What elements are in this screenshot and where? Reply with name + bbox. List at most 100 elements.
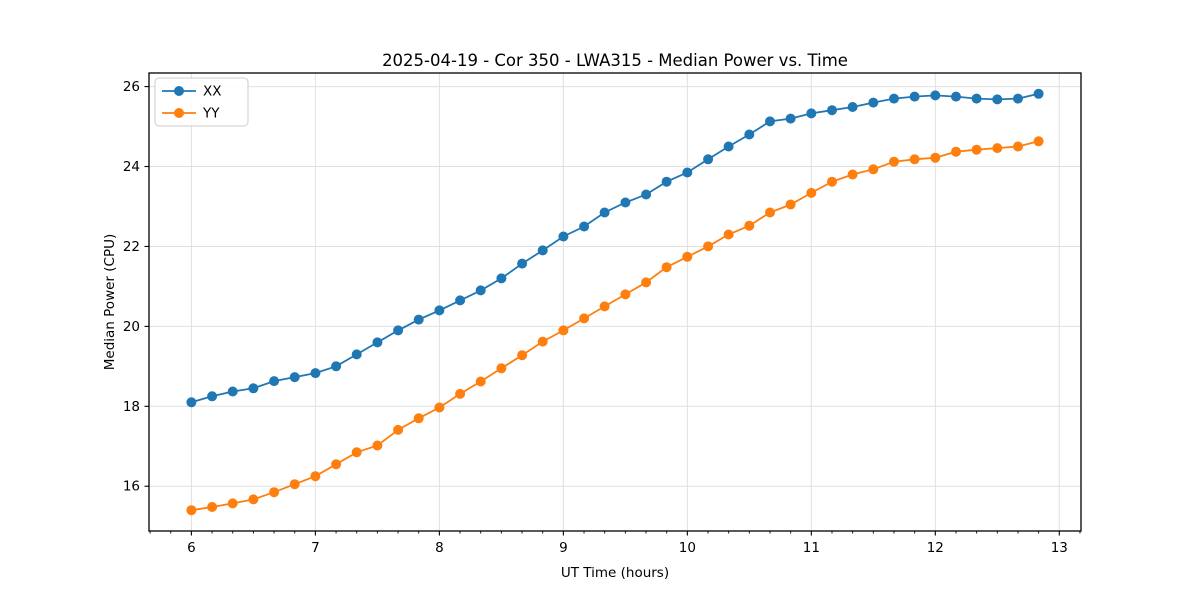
data-point-marker <box>413 413 424 424</box>
data-point-marker <box>372 440 383 451</box>
data-point-marker <box>413 314 424 325</box>
y-tick-label: 16 <box>123 479 140 495</box>
data-point-marker <box>434 305 445 316</box>
data-point-marker <box>765 116 775 127</box>
data-point-marker <box>455 295 466 306</box>
data-point-marker <box>186 505 197 516</box>
data-point-marker <box>1033 88 1044 99</box>
data-point-marker <box>951 146 961 157</box>
legend-entry-XX: XX <box>162 84 222 100</box>
data-point-marker <box>207 502 218 512</box>
data-point-marker <box>765 207 775 218</box>
data-point-marker <box>269 376 280 387</box>
data-point-marker <box>558 231 569 242</box>
data-point-marker <box>992 143 1003 154</box>
legend-marker <box>174 86 184 96</box>
data-point-marker <box>909 91 920 102</box>
data-point-marker <box>434 402 445 413</box>
y-tick-label: 24 <box>123 159 140 175</box>
data-point-marker <box>372 337 383 348</box>
axes-frame <box>148 72 1082 532</box>
data-point-marker <box>620 289 631 300</box>
data-point-marker <box>331 459 342 470</box>
data-point-marker <box>269 487 280 498</box>
data-point-marker <box>620 197 631 208</box>
series-line <box>191 92 1039 404</box>
data-point-marker <box>393 424 404 435</box>
data-point-marker <box>641 277 652 288</box>
data-point-marker <box>289 372 300 383</box>
data-point-marker <box>682 167 693 178</box>
legend-entry-YY: YY <box>162 106 220 122</box>
series-YY <box>186 136 1044 516</box>
data-point-marker <box>599 301 610 312</box>
data-point-marker <box>868 164 879 175</box>
data-point-marker <box>847 102 858 112</box>
data-point-marker <box>806 108 817 119</box>
data-point-marker <box>827 176 837 187</box>
data-point-marker <box>641 189 652 200</box>
data-point-marker <box>186 397 197 408</box>
y-tick-label: 20 <box>123 319 140 335</box>
data-point-marker <box>744 220 755 231</box>
data-point-marker <box>393 325 404 336</box>
data-point-marker <box>930 152 941 163</box>
series-line <box>191 140 1039 512</box>
data-point-marker <box>889 93 899 104</box>
data-point-marker <box>310 471 321 482</box>
data-point-marker <box>475 376 486 387</box>
legend: XX YY <box>154 77 249 127</box>
data-point-marker <box>661 262 672 273</box>
data-point-marker <box>971 144 982 155</box>
data-point-marker <box>248 494 259 505</box>
y-tick-label: 22 <box>123 239 140 255</box>
x-tick-label: 12 <box>927 540 944 556</box>
data-point-marker <box>248 383 259 394</box>
x-tick-label: 6 <box>187 540 196 556</box>
series-XX <box>186 88 1044 408</box>
data-point-marker <box>227 386 238 397</box>
data-point-marker <box>868 97 879 108</box>
data-point-marker <box>455 388 466 399</box>
data-point-marker <box>579 313 590 324</box>
data-point-marker <box>227 498 238 509</box>
data-point-marker <box>951 91 961 102</box>
data-point-marker <box>661 176 672 187</box>
grid-lines <box>149 73 1081 531</box>
data-point-marker <box>723 229 734 240</box>
data-point-marker <box>351 349 362 360</box>
data-point-marker <box>1033 136 1044 147</box>
data-point-marker <box>1013 141 1023 152</box>
data-point-marker <box>310 368 321 379</box>
data-point-marker <box>723 141 734 152</box>
x-tick-label: 7 <box>311 540 320 556</box>
data-point-marker <box>599 207 610 218</box>
data-point-marker <box>207 391 218 402</box>
data-point-marker <box>827 105 837 116</box>
chart-title: 2025-04-19 - Cor 350 - LWA315 - Median P… <box>382 51 848 70</box>
data-point-marker <box>744 129 755 140</box>
data-point-marker <box>971 93 982 104</box>
x-tick-label: 9 <box>559 540 568 556</box>
x-tick-label: 8 <box>435 540 444 556</box>
data-series <box>186 88 1044 516</box>
legend-marker <box>174 108 184 118</box>
data-point-marker <box>785 113 796 124</box>
data-point-marker <box>1013 93 1023 104</box>
data-point-marker <box>930 90 941 101</box>
data-point-marker <box>331 361 342 372</box>
x-tick-label: 10 <box>679 540 696 556</box>
data-point-marker <box>537 245 548 256</box>
data-point-marker <box>496 273 507 284</box>
x-tick-label: 11 <box>803 540 820 556</box>
data-point-marker <box>475 285 486 296</box>
legend-label: XX <box>203 84 222 100</box>
y-tick-label: 18 <box>123 399 140 415</box>
legend-label: YY <box>202 106 220 122</box>
data-point-marker <box>682 251 693 262</box>
data-point-marker <box>703 241 714 252</box>
y-axis-label: Median Power (CPU) <box>102 234 118 370</box>
data-point-marker <box>703 154 714 165</box>
